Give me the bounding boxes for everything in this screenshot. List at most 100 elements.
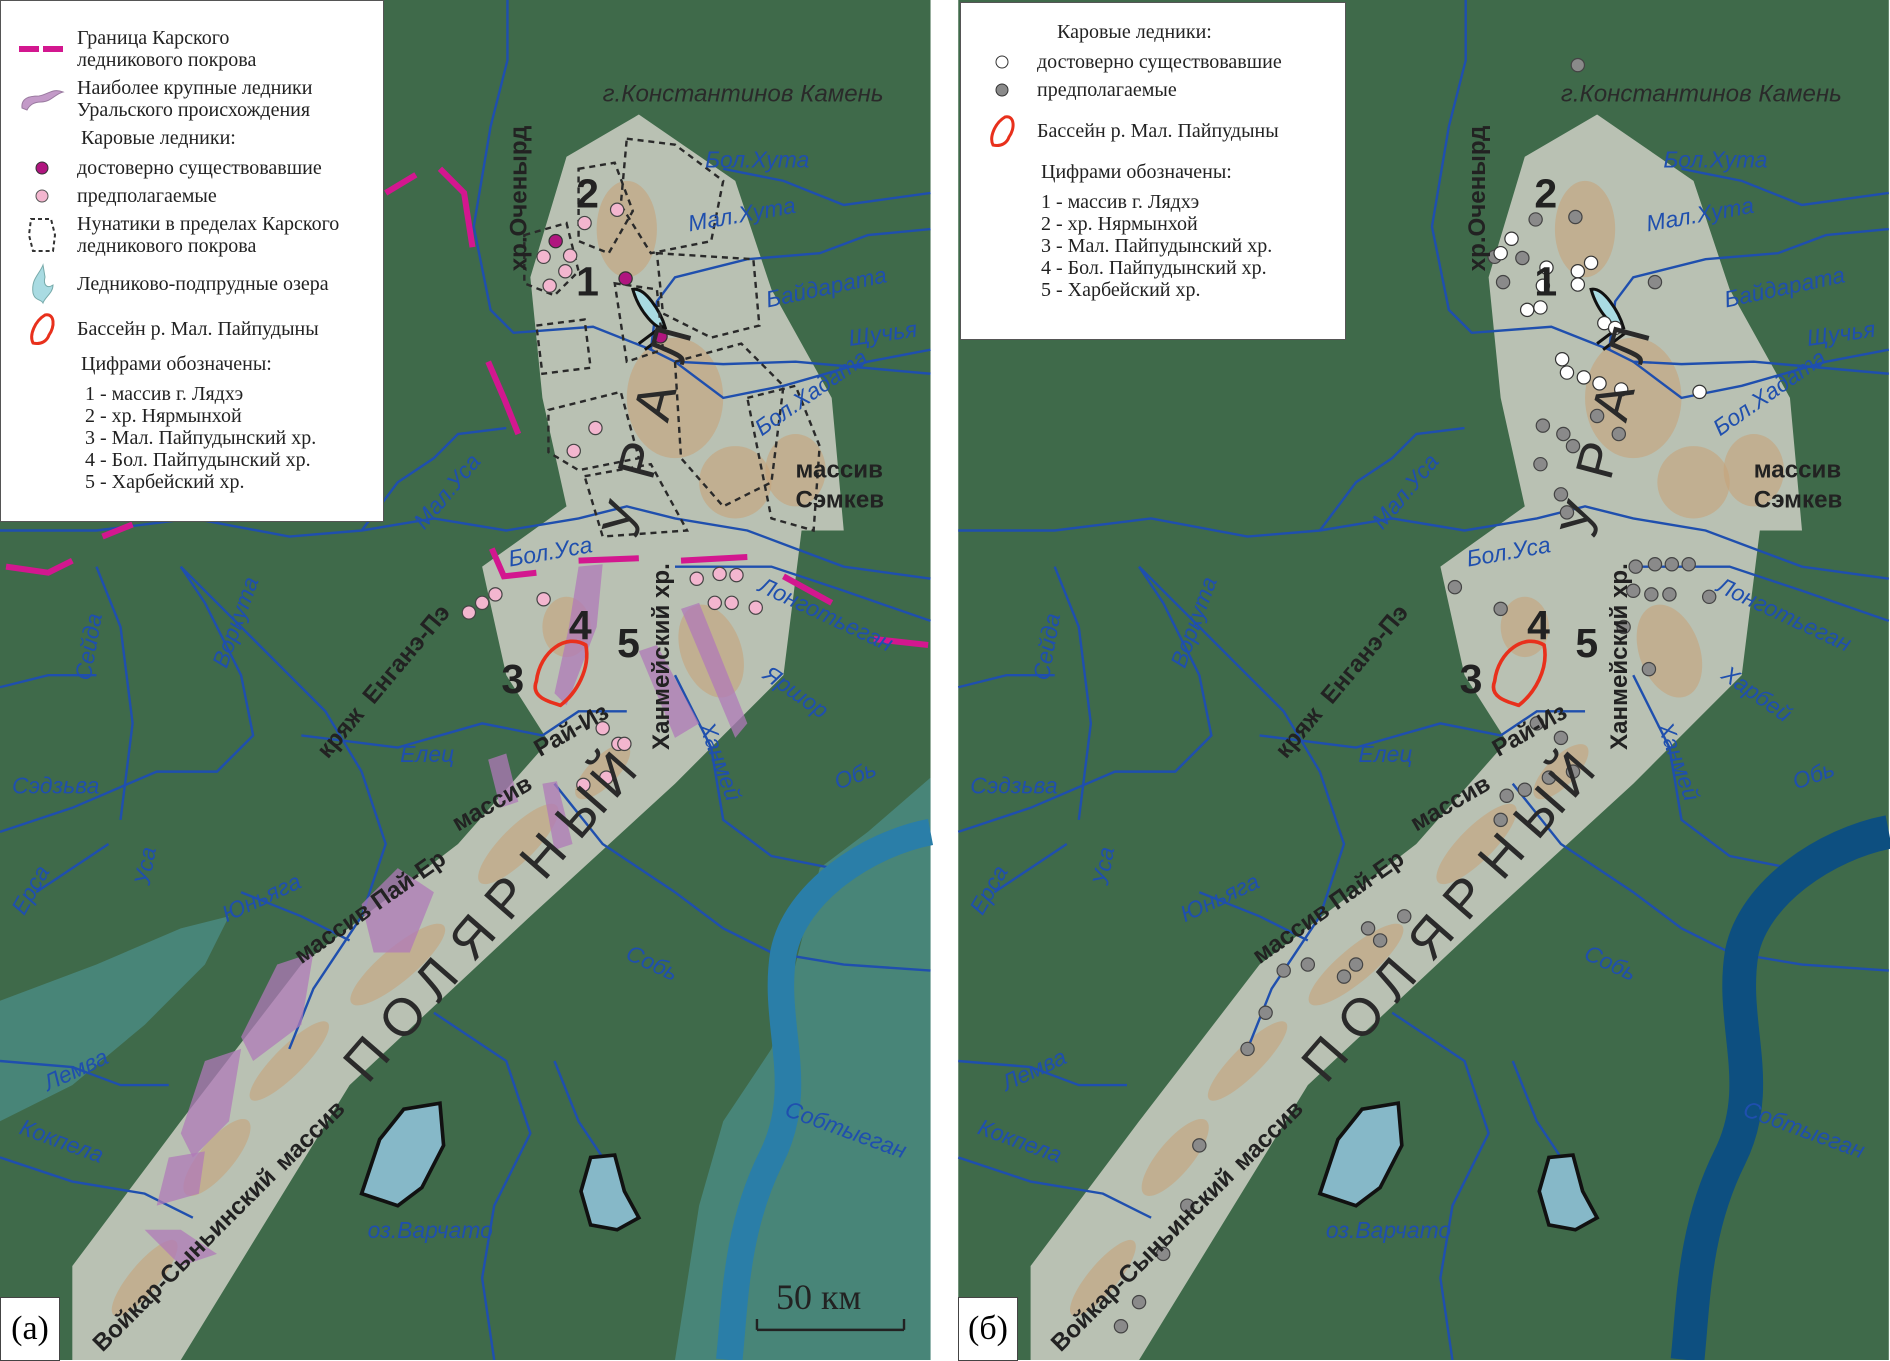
legend-label: достоверно существовавшие [1037, 51, 1282, 73]
karsky-boundary [489, 547, 537, 580]
cirque-glacier-reliable [1504, 231, 1519, 246]
cirque-glacier-assumed [1589, 408, 1605, 424]
cirque-glacier-assumed [588, 420, 603, 436]
cirque-glacier-assumed [1701, 589, 1717, 605]
cirque-glacier-assumed [1348, 957, 1364, 972]
large-glacier [156, 1151, 205, 1206]
cirque-glacier-assumed [707, 595, 723, 611]
cirque-glacier-assumed [1131, 1294, 1147, 1310]
cirque-glacier-assumed [1664, 557, 1680, 572]
cirque-glacier-assumed [542, 278, 557, 293]
ob-river [716, 818, 934, 1360]
cirque-glacier-assumed [1276, 963, 1291, 978]
karsky-boundary [873, 636, 929, 649]
legend-label: достоверно существовавшие [77, 157, 322, 179]
cirque-glacier-assumed [1565, 438, 1581, 454]
large-glacier [144, 1229, 217, 1266]
cirque-glacier-reliable [1583, 255, 1599, 271]
river [301, 710, 627, 749]
high-terrain [1657, 446, 1730, 519]
list-item: 1 - массив г. Лядхэ [1041, 191, 1200, 213]
cirque-glacier-assumed [1499, 788, 1514, 803]
map-label-n5: 5 [617, 620, 640, 666]
high-terrain [1069, 1239, 1136, 1317]
map-label-semkev2: Сэмкев [1754, 487, 1843, 514]
map-label-n3: 3 [1460, 656, 1483, 702]
dashed-boundary-icon [7, 44, 77, 54]
cirque-glacier-assumed [558, 264, 573, 279]
cirque-glacier-assumed [1611, 426, 1627, 442]
cirque-glacier-reliable [1493, 245, 1508, 261]
cirque-glacier-assumed [1626, 583, 1641, 599]
map-label-konst: г.Константинов Камень [603, 80, 884, 107]
cirque-glacier-assumed [1616, 619, 1631, 635]
river [553, 782, 931, 972]
cirque-glacier-assumed [1644, 587, 1659, 602]
panel-tag-b: (б) [958, 1297, 1018, 1361]
river [957, 1156, 1152, 1219]
cirque-glacier-reliable [1559, 365, 1575, 380]
large-glacier [542, 781, 573, 850]
map-label-n1: 1 [576, 258, 599, 304]
cirque-glacier-assumed [1495, 274, 1511, 290]
river [0, 565, 255, 834]
cirque-glacier-assumed [461, 605, 477, 620]
cirque-glacier-assumed [617, 736, 632, 752]
list-item: 4 - Бол. Пайпудынский хр. [1041, 257, 1267, 279]
red-outline-icon [7, 311, 77, 347]
scale-bar-label: 50 км [776, 1277, 862, 1317]
legend-label: Бассейн р. Мал. Пайпудыны [1037, 120, 1279, 142]
ob-river [1670, 815, 1890, 1360]
high-terrain [111, 1239, 178, 1317]
river [1681, 167, 1889, 207]
legend-label: Нунатики в пределах Карского ледникового… [77, 213, 340, 257]
cirque-glacier-assumed [1517, 782, 1533, 797]
karsky-boundary [485, 360, 522, 436]
cirque-glacier-assumed [1528, 212, 1543, 227]
cirque-glacier-assumed [1493, 601, 1508, 617]
legend-item-cirque-reliable: достоверно существовавшие [7, 157, 377, 179]
legend-label: Ледниково-подпрудные озера [77, 273, 329, 295]
river [1511, 1060, 1562, 1159]
cirque-glacier-assumed [1556, 426, 1571, 442]
river [1053, 566, 1093, 821]
river [958, 1059, 1128, 1087]
cirque-glacier-assumed [1240, 1041, 1255, 1057]
legend-item-cirque-assumed: предполагаемые [7, 185, 377, 207]
large-glacier [180, 1048, 242, 1158]
white-dot-icon [967, 54, 1037, 70]
cirque-glacier-assumed [562, 248, 578, 263]
legend-panel-a: Граница Карского ледникового покрова Наи… [0, 0, 384, 522]
high-terrain [1533, 744, 1589, 800]
high-terrain [626, 337, 724, 459]
lake-varchato [1317, 1101, 1404, 1208]
river [553, 1060, 604, 1159]
map-label-hanmeisky: Ханмейский хр. [1606, 563, 1633, 750]
cirque-glacier-reliable [1533, 300, 1548, 315]
legend-header: Каровые ледники: [1057, 21, 1212, 43]
cirque-glacier-assumed [1565, 764, 1581, 779]
legend-item-dammed-lakes: Ледниково-подпрудные озера [7, 263, 377, 305]
map-label-bolhuta: Бол.Хута [1663, 147, 1767, 173]
cirque-glacier-reliable [1535, 278, 1551, 293]
map-label-sedzva: Сэдзьва [970, 772, 1057, 798]
nunatak-outline [583, 462, 690, 538]
map-label-ochenyrd: хр.Оченырд [506, 126, 533, 272]
legend-header: Цифрами обозначены: [81, 353, 272, 375]
river [1138, 565, 1321, 773]
cirque-glacier-assumed [1300, 957, 1316, 972]
cirque-glacier-assumed [1681, 557, 1696, 572]
large-glacier [638, 645, 700, 738]
cirque-glacier-reliable [1519, 302, 1535, 318]
map-label-sedzva: Сэдзьва [12, 772, 99, 798]
list-item: 5 - Харбейский хр. [1041, 279, 1201, 301]
high-terrain [1585, 337, 1682, 459]
legend-item-basin: Бассейн р. Мал. Пайпудыны [967, 113, 1339, 149]
lake-shape-icon [7, 263, 77, 305]
cirque-glacier-assumed [599, 770, 614, 785]
high-terrain [699, 446, 772, 519]
legend-label: Бассейн р. Мал. Пайпудыны [77, 318, 319, 340]
cirque-glacier-assumed [474, 595, 490, 611]
map-label-n2: 2 [576, 170, 599, 216]
